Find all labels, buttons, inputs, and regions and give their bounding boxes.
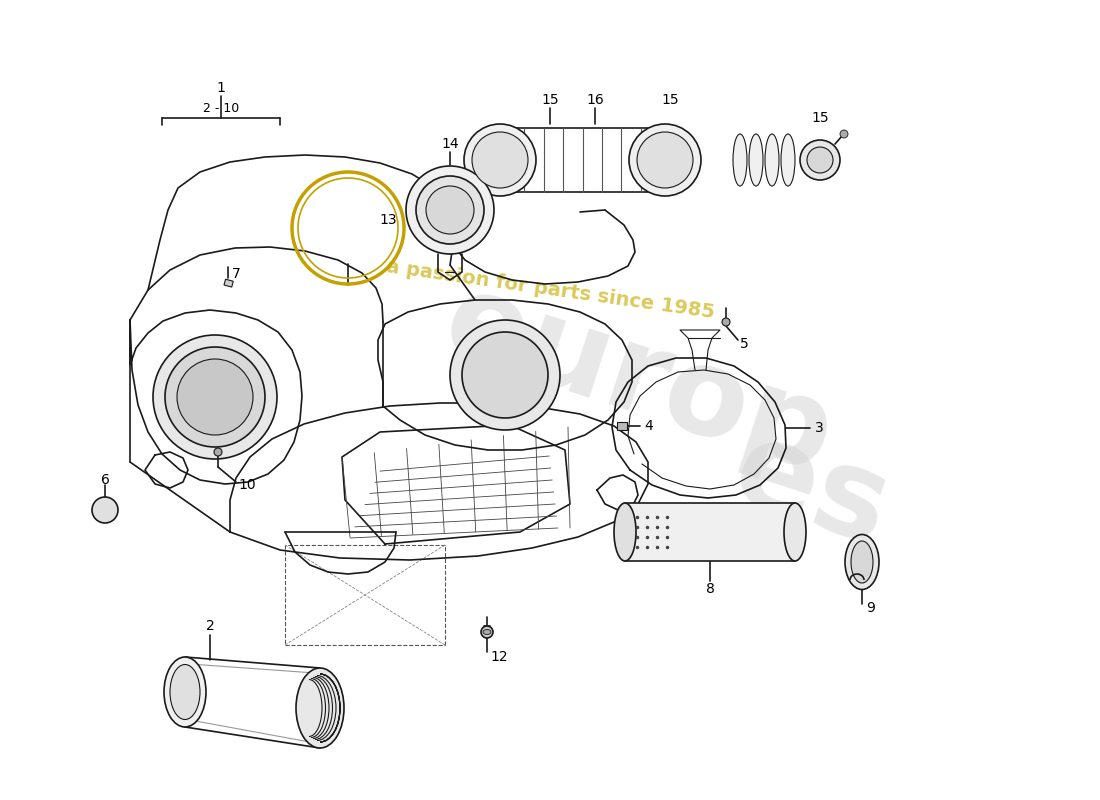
Circle shape (153, 335, 277, 459)
Ellipse shape (781, 134, 795, 186)
Text: 4: 4 (644, 419, 652, 433)
Circle shape (416, 176, 484, 244)
Text: 1: 1 (217, 81, 226, 95)
Circle shape (214, 448, 222, 456)
Text: es: es (720, 410, 904, 570)
Text: 6: 6 (100, 473, 109, 487)
Circle shape (464, 124, 536, 196)
Text: a passion for parts since 1985: a passion for parts since 1985 (385, 258, 715, 322)
Ellipse shape (483, 630, 491, 634)
Circle shape (807, 147, 833, 173)
Ellipse shape (164, 657, 206, 727)
Ellipse shape (733, 134, 747, 186)
Text: 14: 14 (441, 137, 459, 151)
Ellipse shape (851, 541, 873, 583)
Ellipse shape (614, 503, 636, 561)
Bar (625, 503, 795, 561)
Text: 8: 8 (705, 582, 714, 596)
Text: 5: 5 (740, 337, 749, 351)
Text: 7: 7 (232, 267, 241, 281)
Text: 2: 2 (206, 619, 214, 633)
Circle shape (462, 332, 548, 418)
Circle shape (800, 140, 840, 180)
Ellipse shape (170, 665, 200, 719)
Circle shape (481, 626, 493, 638)
Text: 10: 10 (238, 478, 255, 492)
Circle shape (450, 320, 560, 430)
Ellipse shape (749, 134, 763, 186)
Text: 13: 13 (379, 213, 397, 227)
Text: 12: 12 (490, 650, 507, 664)
Circle shape (472, 132, 528, 188)
Ellipse shape (296, 668, 344, 748)
Text: 15: 15 (661, 93, 679, 107)
Ellipse shape (845, 534, 879, 590)
Ellipse shape (784, 503, 806, 561)
Text: 9: 9 (866, 601, 874, 615)
Bar (224, 279, 233, 287)
Circle shape (165, 347, 265, 447)
Circle shape (177, 359, 253, 435)
Ellipse shape (764, 134, 779, 186)
Circle shape (840, 130, 848, 138)
Text: 2 - 10: 2 - 10 (202, 102, 239, 115)
Text: 15: 15 (541, 93, 559, 107)
Circle shape (92, 497, 118, 523)
Circle shape (406, 166, 494, 254)
Text: 16: 16 (586, 93, 604, 107)
Text: europ: europ (430, 262, 848, 498)
Text: 15: 15 (811, 111, 828, 125)
Circle shape (426, 186, 474, 234)
Text: 3: 3 (815, 421, 824, 435)
Circle shape (722, 318, 730, 326)
Bar (617, 422, 627, 430)
Circle shape (637, 132, 693, 188)
Circle shape (629, 124, 701, 196)
